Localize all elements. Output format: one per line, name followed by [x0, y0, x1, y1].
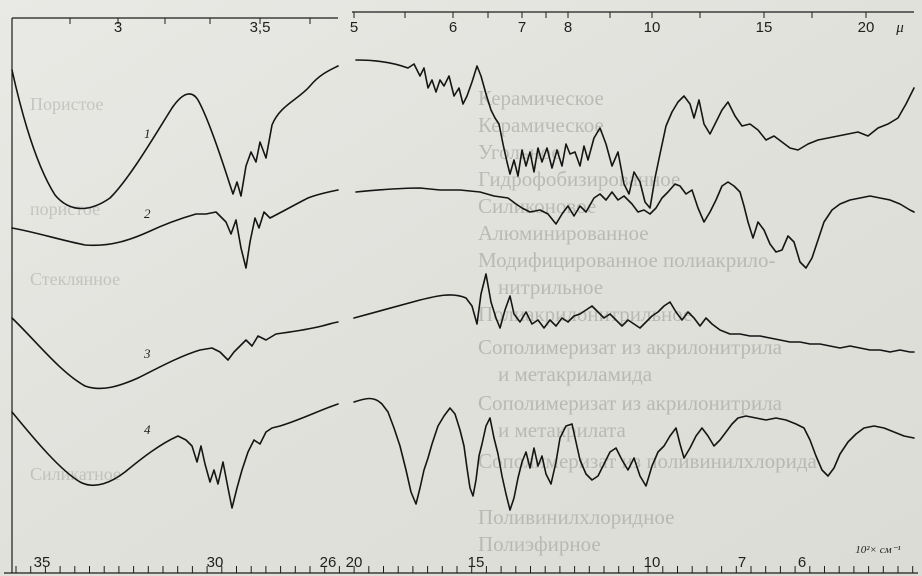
top-axis-labels: 3 3,5 5 6 7 8 10 15 20 μ [114, 19, 904, 36]
spectrum-curve-4 [11, 397, 915, 511]
top-tick-label: 7 [518, 19, 526, 36]
spectrum-curve-1 [11, 59, 915, 210]
bottom-tick-label: 10 [644, 554, 661, 571]
bleed-line: Пористое [30, 94, 103, 114]
bleed-line: Полиэфирное [478, 532, 601, 556]
top-tick-label: 6 [449, 19, 457, 36]
bleed-line: Сополимеризат из акрилонитрила [478, 335, 783, 359]
bottom-axis-ticks [15, 566, 914, 573]
curve-label-4: 4 [144, 422, 151, 437]
bleed-line: Керамическое [478, 86, 604, 110]
bleed-line: и метакрилата [498, 418, 626, 442]
top-tick-label: 20 [858, 19, 875, 36]
top-tick-label: 3,5 [250, 19, 271, 36]
bleed-line: нитрильное [498, 275, 603, 299]
bleed-line: Гидрофобизированное [478, 167, 680, 191]
spectrum-curve-2 [11, 181, 915, 269]
bottom-tick-label: 30 [207, 554, 224, 571]
top-tick-label: 10 [644, 19, 661, 36]
bleed-line: Поливинилхлоридное [478, 505, 674, 529]
bottom-tick-label: 20 [346, 554, 363, 571]
bottom-tick-label: 35 [34, 554, 51, 571]
bleed-line: Стеклянное [30, 269, 120, 289]
top-tick-label: 15 [756, 19, 773, 36]
bleed-line: Сополимеризат из акрилонитрила [478, 391, 783, 415]
bottom-axis-unit: 10²× см⁻¹ [855, 544, 900, 556]
bottom-axis-labels: 35 30 26 20 15 10 7 6 10²× см⁻¹ [34, 544, 901, 571]
bleed-line: пористое [30, 199, 100, 219]
curve-label-2: 2 [144, 206, 151, 221]
bleed-line: Полиакрилонитрильное [478, 302, 692, 326]
bottom-tick-label: 6 [798, 554, 806, 571]
bleed-line: Алюминированное [478, 221, 649, 245]
curve-label-1: 1 [144, 126, 151, 141]
bleed-line: Угольное [478, 140, 561, 164]
top-axis-ticks [69, 12, 867, 24]
curve-labels: 1 2 3 4 [143, 126, 151, 437]
bleed-line: Модифицированное полиакрило- [478, 248, 775, 272]
bottom-tick-label: 7 [738, 554, 746, 571]
bleed-line: Керамическое [478, 113, 604, 137]
top-tick-label: 3 [114, 19, 122, 36]
bleed-line: и метакриламида [498, 362, 653, 386]
spectrum-curve-3 [11, 273, 915, 390]
bleed-line: Силикатное [30, 464, 121, 484]
curve-label-3: 3 [143, 346, 151, 361]
top-tick-label: 8 [564, 19, 572, 36]
bleed-line: Силиконовое [478, 194, 596, 218]
bottom-tick-label: 26 [320, 554, 337, 571]
top-axis-unit: μ [895, 20, 904, 36]
bottom-tick-label: 15 [468, 554, 485, 571]
top-tick-label: 5 [350, 19, 358, 36]
